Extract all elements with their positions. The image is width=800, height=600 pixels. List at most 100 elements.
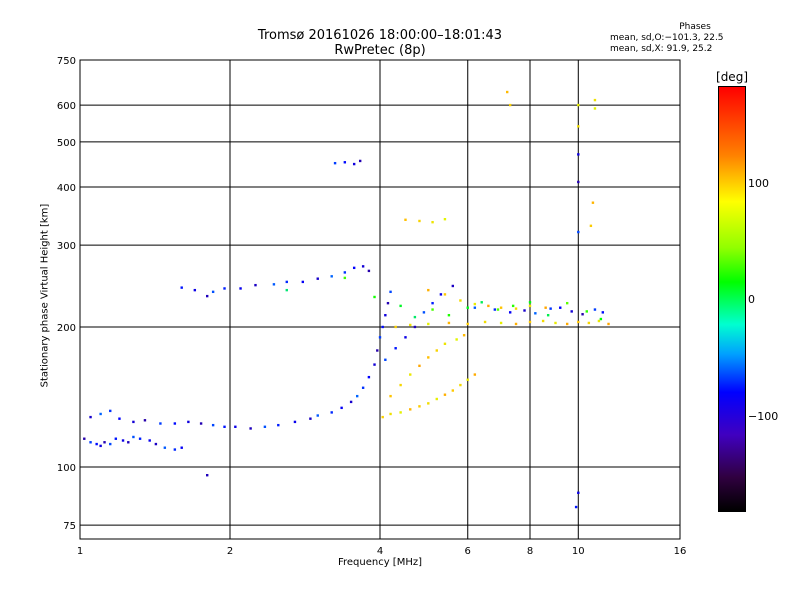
data-point — [473, 302, 477, 306]
data-point — [409, 323, 412, 327]
data-point — [447, 321, 451, 325]
data-point — [205, 474, 209, 477]
data-point — [389, 412, 392, 416]
data-point — [349, 400, 353, 404]
plot-frame — [79, 59, 681, 540]
data-point — [187, 420, 190, 424]
data-point — [418, 405, 421, 408]
data-point — [404, 336, 407, 339]
phases-heading: Phases — [679, 22, 711, 32]
data-point — [427, 402, 430, 405]
x-tick-label: 2 — [227, 546, 233, 557]
data-point — [431, 308, 434, 311]
data-point — [384, 358, 387, 361]
data-point — [443, 293, 447, 296]
data-point — [459, 299, 462, 302]
data-point — [559, 306, 562, 309]
data-point — [599, 317, 603, 321]
data-point — [154, 442, 158, 446]
data-point — [455, 338, 458, 341]
phases-line-o: mean, sd,O:−101.3, 22.5 — [610, 33, 724, 43]
data-point — [589, 224, 593, 228]
data-point — [544, 306, 547, 309]
y-tick-label: 750 — [57, 56, 76, 67]
data-point — [565, 322, 569, 326]
data-point — [103, 441, 106, 444]
data-point — [427, 288, 430, 292]
data-point — [293, 420, 297, 424]
data-point — [574, 505, 578, 509]
data-point — [607, 322, 610, 326]
data-point — [499, 321, 503, 325]
x-tick-label: 16 — [674, 546, 687, 557]
data-points — [83, 90, 610, 509]
data-point — [487, 304, 490, 308]
colorbar-tick-0: 0 — [748, 293, 755, 306]
data-point — [143, 419, 147, 422]
data-point — [211, 290, 215, 294]
data-point — [367, 375, 371, 379]
y-tick-labels: 75 100 200 300 400 500 600 750 — [57, 56, 76, 532]
y-tick-label: 200 — [57, 323, 76, 334]
data-point — [577, 180, 580, 184]
data-point — [330, 411, 333, 414]
data-point — [193, 288, 197, 292]
colorbar-tick-100: 100 — [748, 177, 769, 190]
data-point — [272, 283, 276, 286]
data-point — [394, 347, 397, 350]
data-point — [361, 386, 365, 389]
data-point — [427, 356, 430, 359]
data-point — [138, 437, 142, 440]
data-point — [597, 319, 601, 323]
data-point — [541, 319, 545, 323]
data-point — [404, 218, 407, 221]
data-point — [180, 446, 183, 449]
data-point — [577, 320, 580, 324]
data-point — [223, 425, 226, 428]
data-point — [399, 383, 402, 387]
data-point — [109, 409, 112, 413]
data-point — [389, 290, 392, 294]
x-tick-label: 4 — [377, 546, 383, 557]
data-point — [239, 287, 242, 290]
data-point — [496, 308, 500, 311]
data-point — [435, 397, 438, 401]
colorbar-unit: [deg] — [716, 70, 748, 84]
y-tick-label: 400 — [57, 183, 76, 194]
data-point — [376, 349, 379, 352]
data-point — [549, 307, 552, 310]
data-point — [358, 159, 362, 163]
data-point — [173, 448, 177, 451]
data-point — [249, 427, 252, 430]
data-point — [309, 417, 312, 420]
data-point — [493, 308, 497, 311]
data-point — [577, 153, 580, 156]
data-point — [114, 437, 118, 440]
data-point — [427, 322, 430, 326]
data-point — [483, 320, 487, 324]
data-point — [89, 415, 92, 419]
x-tick-label: 8 — [527, 546, 533, 557]
data-point — [173, 422, 177, 425]
data-point — [546, 313, 550, 317]
data-point — [127, 441, 130, 444]
y-tick-label: 500 — [57, 138, 76, 149]
data-point — [234, 425, 237, 428]
data-point — [355, 394, 359, 398]
data-point — [361, 265, 365, 268]
data-point — [205, 294, 209, 298]
data-point — [508, 311, 512, 314]
data-point — [447, 313, 451, 317]
data-point — [459, 383, 462, 387]
data-point — [367, 269, 371, 273]
x-axis-label: Frequency [MHz] — [337, 557, 423, 568]
data-point — [340, 406, 343, 410]
data-point — [565, 301, 569, 305]
data-point — [199, 422, 203, 425]
data-point — [381, 325, 384, 329]
data-point — [413, 325, 417, 329]
data-point — [593, 308, 597, 311]
data-point — [343, 161, 347, 164]
x-tick-label: 6 — [465, 546, 471, 557]
data-point — [528, 304, 532, 308]
